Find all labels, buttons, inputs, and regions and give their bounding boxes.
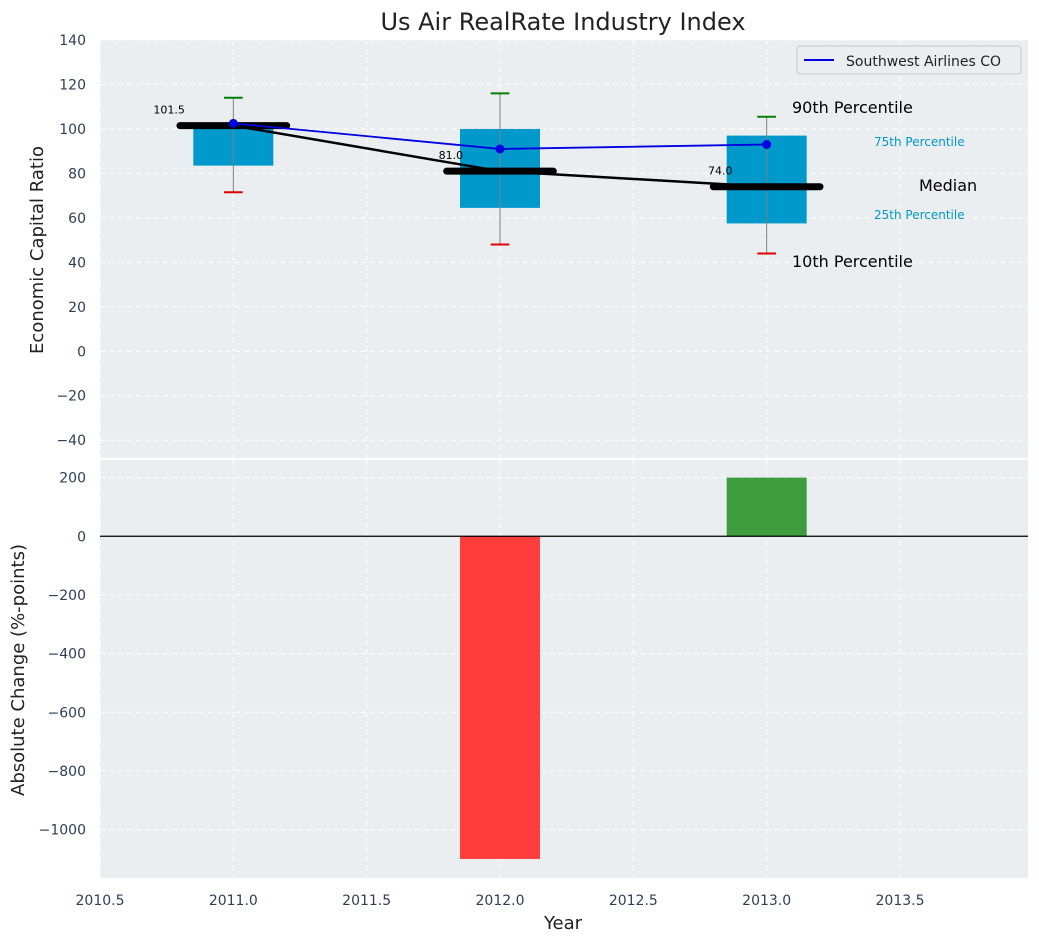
median-trend-line xyxy=(233,124,767,188)
x-axis-label: Year xyxy=(543,913,583,934)
bottom-y-ticks: −1000 −800 −600 −400 −200 0 200 xyxy=(39,471,86,839)
top-y-tick-label: 0 xyxy=(77,344,86,360)
series-point xyxy=(762,140,772,149)
top-y-tick-label: 40 xyxy=(68,255,86,271)
top-y-ticks: −40 −20 0 20 40 60 80 100 120 140 xyxy=(56,33,86,449)
x-tick-label: 2010.5 xyxy=(76,893,125,909)
top-panel-bg xyxy=(100,40,1028,458)
top-y-tick-label: 100 xyxy=(59,122,86,138)
x-tick-label: 2013.5 xyxy=(876,893,925,909)
bottom-y-tick-label: −200 xyxy=(48,588,86,604)
top-y-tick-label: −40 xyxy=(56,433,86,449)
top-grid xyxy=(99,39,1028,458)
top-y-tick-label: −20 xyxy=(56,389,86,405)
bottom-y-tick-label: −1000 xyxy=(39,823,86,839)
x-tick-label: 2011.5 xyxy=(342,893,391,909)
box-plots: 101.5 81.0 74.0 xyxy=(153,92,824,255)
p25-label: 25th Percentile xyxy=(874,208,965,222)
bottom-panel-bg xyxy=(100,460,1028,878)
top-y-tick-label: 120 xyxy=(59,77,86,93)
x-tick-label: 2013.0 xyxy=(742,893,791,909)
p90-label: 90th Percentile xyxy=(792,98,913,117)
top-y-tick-label: 60 xyxy=(68,211,86,227)
x-tick-label: 2012.5 xyxy=(609,893,658,909)
chart-title: Us Air RealRate Industry Index xyxy=(380,8,745,36)
change-bars xyxy=(100,477,1028,859)
bottom-y-tick-label: 200 xyxy=(59,471,86,487)
change-bar xyxy=(726,477,807,537)
p75-label: 75th Percentile xyxy=(874,135,965,149)
legend-entry: Southwest Airlines CO xyxy=(846,54,1001,70)
legend: Southwest Airlines CO xyxy=(796,45,1022,75)
top-y-tick-label: 80 xyxy=(68,166,86,182)
median-value-label: 81.0 xyxy=(439,149,464,162)
x-tick-label: 2012.0 xyxy=(476,893,525,909)
bottom-y-tick-label: −800 xyxy=(48,764,86,780)
bottom-grid xyxy=(99,460,1028,878)
median-label: Median xyxy=(919,176,977,195)
top-y-tick-label: 140 xyxy=(59,33,86,49)
bottom-y-tick-label: 0 xyxy=(77,529,86,545)
bottom-y-tick-label: −400 xyxy=(48,647,86,663)
x-ticks: 2010.5 2011.0 2011.5 2012.0 2012.5 2013.0 2013… xyxy=(76,893,925,909)
top-y-tick-label: 20 xyxy=(68,300,86,316)
bottom-y-axis-label: Absolute Change (%-points) xyxy=(8,544,29,796)
top-y-axis-label: Economic Capital Ratio xyxy=(27,146,48,354)
x-tick-label: 2011.0 xyxy=(209,893,258,909)
median-value-label: 101.5 xyxy=(153,104,185,117)
median-value-label: 74.0 xyxy=(708,165,733,178)
series-point xyxy=(228,118,238,128)
change-bar xyxy=(460,536,540,859)
percentile-labels: 90th Percentile 75th Percentile Median 2… xyxy=(792,98,977,271)
series-lines xyxy=(228,118,772,154)
bottom-y-tick-label: −600 xyxy=(48,705,86,721)
legend-box xyxy=(796,45,1022,75)
p10-label: 10th Percentile xyxy=(792,252,913,271)
series-point xyxy=(495,144,505,154)
